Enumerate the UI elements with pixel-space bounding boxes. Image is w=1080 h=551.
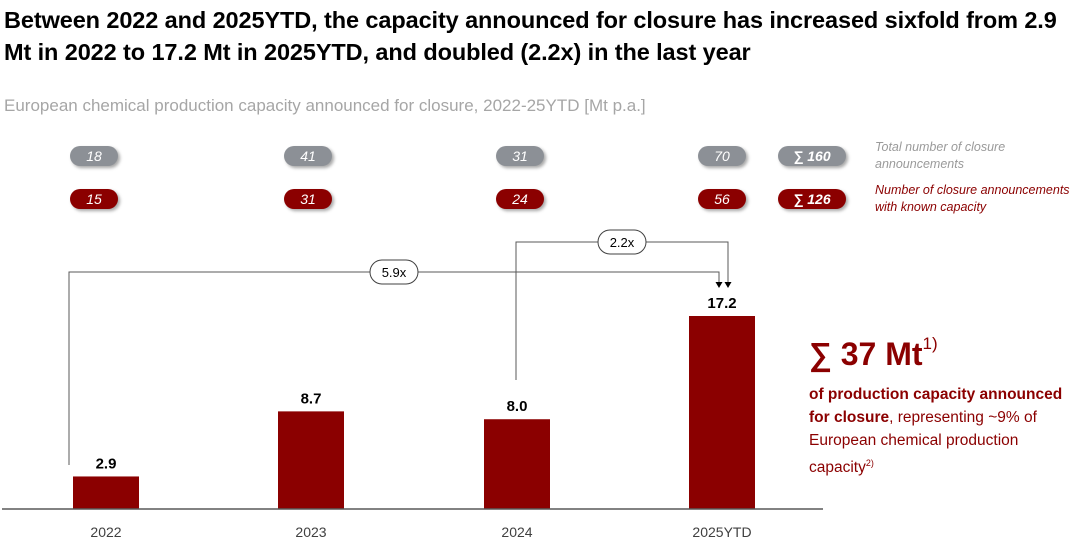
- known-capacity-pill-2025ytd: 56: [698, 189, 746, 209]
- growth-bracket-2022-2025ytd-label-box: [369, 259, 419, 285]
- value-label-2022: 2.9: [96, 455, 117, 472]
- growth-bracket-2024-2025ytd-label-box: [597, 229, 647, 255]
- value-label-2023: 8.7: [301, 390, 322, 407]
- known-capacity-legend: Number of closure announcements with kno…: [875, 183, 1070, 214]
- total-announcements-sum-pill: ∑ 160: [778, 146, 846, 166]
- callout-description: of production capacity announced for clo…: [809, 383, 1079, 479]
- labels-group: 2.9 2022 8.7 2023 8.0 2024 17.2 2025YTD: [90, 295, 751, 540]
- growth-bracket-2024-2025ytd: 2.2x: [515, 229, 732, 380]
- growth-bracket-2022-2025ytd: 5.9x: [68, 259, 723, 465]
- growth-brackets: 5.9x 2.2x: [68, 229, 732, 465]
- bar-2024: [484, 419, 550, 509]
- bar-2022: [73, 476, 139, 509]
- total-announcements-pill-2022: 18: [70, 146, 118, 166]
- total-capacity-value: ∑ 37 Mt: [809, 336, 923, 372]
- bar-2023: [278, 411, 344, 509]
- known-capacity-pill-2023: 31: [284, 189, 332, 209]
- x-tick-label-2023: 2023: [295, 524, 326, 540]
- bar-2025ytd: [689, 316, 755, 509]
- growth-bracket-2022-2025ytd-label: 5.9x: [382, 265, 407, 280]
- total-announcements-pill-2024: 31: [496, 146, 544, 166]
- callout-comma: ,: [889, 409, 894, 426]
- footnote-2-marker: 2): [865, 458, 874, 468]
- total-announcements-legend: Total number of closure announcements: [875, 140, 1006, 171]
- growth-bracket-2024-2025ytd-arrowhead: [724, 282, 732, 288]
- growth-bracket-2024-2025ytd-label: 2.2x: [610, 235, 635, 250]
- known-capacity-pill-2022: 15: [70, 189, 118, 209]
- x-tick-label-2024: 2024: [501, 524, 532, 540]
- known-capacity-pill-2024: 24: [496, 189, 544, 209]
- page-title: Between 2022 and 2025YTD, the capacity a…: [4, 7, 1057, 65]
- footnote-1-marker: 1): [922, 334, 938, 353]
- total-announcements-pill-2023: 41: [284, 146, 332, 166]
- x-tick-label-2025ytd: 2025YTD: [692, 524, 751, 540]
- known-capacity-sum-pill: ∑ 126: [778, 189, 846, 209]
- value-label-2025ytd: 17.2: [707, 295, 736, 312]
- total-announcements-pill-2025ytd: 70: [698, 146, 746, 166]
- value-label-2024: 8.0: [507, 398, 528, 415]
- bars-group: [73, 316, 755, 509]
- growth-bracket-2022-2025ytd-line: [68, 271, 720, 465]
- chart-subtitle: European chemical production capacity an…: [4, 96, 646, 115]
- growth-bracket-2022-2025ytd-arrowhead: [715, 282, 723, 288]
- callout-detail-text: representing ~9% of European chemical pr…: [809, 409, 1037, 477]
- x-tick-label-2022: 2022: [90, 524, 121, 540]
- callout-bold-text: of production capacity announced for clo…: [809, 386, 1063, 426]
- total-capacity-callout: ∑ 37 Mt1): [809, 334, 938, 373]
